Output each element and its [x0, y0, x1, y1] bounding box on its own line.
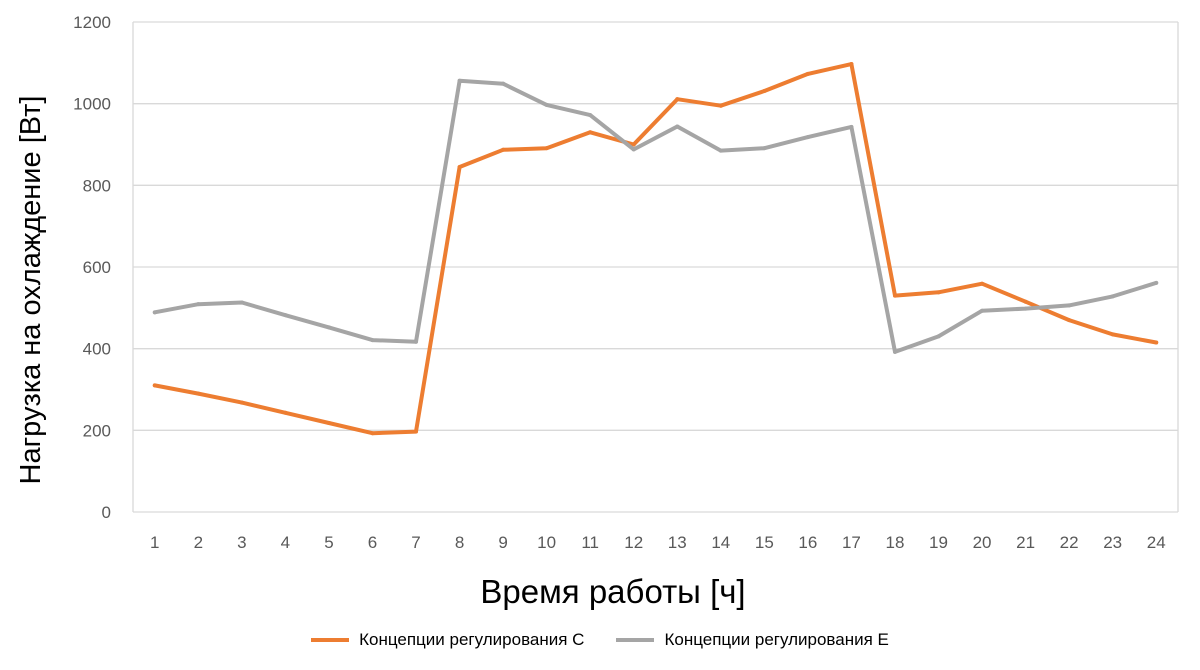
- data-point-e: [501, 81, 506, 86]
- legend-swatch-series-c: [311, 638, 350, 642]
- y-tick-label: 1000: [73, 95, 111, 114]
- x-tick-label: 5: [324, 533, 333, 552]
- x-axis-title: Время работы [ч]: [480, 573, 745, 610]
- y-tick-label: 600: [83, 258, 111, 277]
- data-point-c: [1067, 318, 1072, 323]
- legend-item-series-e: Концепции регулирования E: [616, 630, 889, 650]
- data-point-c: [718, 103, 723, 108]
- data-point-c: [1154, 340, 1159, 345]
- data-point-e: [239, 300, 244, 305]
- data-point-e: [762, 146, 767, 151]
- x-tick-label: 7: [411, 533, 420, 552]
- data-point-c: [283, 410, 288, 415]
- data-point-e: [936, 334, 941, 339]
- data-point-c: [457, 164, 462, 169]
- legend-label-series-c: Концепции регулирования C: [359, 630, 585, 649]
- series-line-c: [152, 62, 1159, 436]
- legend-label-series-e: Концепции регулирования E: [664, 630, 889, 649]
- data-point-c: [805, 71, 810, 76]
- x-tick-label: 23: [1103, 533, 1122, 552]
- x-tick-label: 12: [624, 533, 643, 552]
- y-tick-label: 200: [83, 421, 111, 440]
- y-tick-label: 400: [83, 340, 111, 359]
- x-tick-label: 14: [711, 533, 730, 552]
- data-point-e: [718, 148, 723, 153]
- data-point-c: [675, 97, 680, 102]
- legend-swatch-series-e: [616, 638, 655, 642]
- x-tick-label: 10: [537, 533, 556, 552]
- x-tick-label: 20: [973, 533, 992, 552]
- data-point-c: [239, 400, 244, 405]
- data-point-c: [762, 89, 767, 94]
- data-point-c: [370, 431, 375, 436]
- data-point-e: [1067, 303, 1072, 308]
- data-point-c: [152, 383, 157, 388]
- y-tick-label: 0: [102, 503, 111, 522]
- data-point-e: [631, 147, 636, 152]
- data-point-e: [326, 325, 331, 330]
- x-tick-label: 13: [668, 533, 687, 552]
- data-point-e: [1023, 306, 1028, 311]
- x-tick-label: 18: [886, 533, 905, 552]
- x-tick-label: 1: [150, 533, 159, 552]
- data-point-e: [892, 349, 897, 354]
- data-point-e: [152, 310, 157, 315]
- data-point-c: [936, 290, 941, 295]
- data-point-e: [457, 78, 462, 83]
- legend: Концепции регулирования C Концепции регу…: [0, 626, 1200, 654]
- y-tick-label: 1200: [73, 13, 111, 32]
- data-point-c: [196, 391, 201, 396]
- data-point-c: [501, 147, 506, 152]
- x-tick-label: 6: [368, 533, 377, 552]
- data-point-e: [370, 338, 375, 343]
- x-tick-label: 24: [1147, 533, 1166, 552]
- y-axis-title: Нагрузка на охлаждение [Вт]: [15, 96, 47, 485]
- series-line-e: [152, 78, 1159, 354]
- x-tick-label: 17: [842, 533, 861, 552]
- data-point-e: [1154, 280, 1159, 285]
- data-point-e: [196, 302, 201, 307]
- data-point-e: [1110, 294, 1115, 299]
- series-lines: [152, 62, 1159, 436]
- x-tick-label: 11: [581, 533, 599, 552]
- data-point-c: [631, 142, 636, 147]
- data-point-c: [1110, 332, 1115, 337]
- x-tick-label: 19: [929, 533, 948, 552]
- gridlines: [132, 21, 1179, 513]
- data-point-c: [414, 429, 419, 434]
- y-axis-ticks: 0 200 400 600 800 1000 1200: [73, 13, 111, 522]
- x-tick-label: 16: [798, 533, 817, 552]
- x-tick-label: 9: [498, 533, 507, 552]
- data-point-c: [326, 420, 331, 425]
- data-point-e: [849, 124, 854, 129]
- x-tick-label: 15: [755, 533, 774, 552]
- y-tick-label: 800: [83, 176, 111, 195]
- x-tick-label: 8: [455, 533, 464, 552]
- data-point-e: [283, 313, 288, 318]
- data-point-e: [414, 339, 419, 344]
- legend-item-series-c: Концепции регулирования C: [311, 630, 584, 650]
- data-point-e: [675, 124, 680, 129]
- data-point-c: [892, 293, 897, 298]
- data-point-c: [980, 281, 985, 286]
- data-point-e: [805, 135, 810, 140]
- data-point-c: [1023, 299, 1028, 304]
- data-point-e: [980, 308, 985, 313]
- data-point-c: [544, 146, 549, 151]
- x-tick-label: 3: [237, 533, 246, 552]
- data-point-c: [588, 130, 593, 135]
- data-point-c: [849, 62, 854, 67]
- x-tick-label: 21: [1016, 533, 1035, 552]
- data-point-e: [588, 113, 593, 118]
- x-axis-ticks: 1 2 3 4 5 6 7 8 9 10 11 12 13 14 15 16 17 18 19 20 21 22 23 24: [150, 533, 1166, 552]
- x-tick-label: 22: [1060, 533, 1079, 552]
- x-tick-label: 2: [194, 533, 203, 552]
- data-point-e: [544, 102, 549, 107]
- x-tick-label: 4: [281, 533, 290, 552]
